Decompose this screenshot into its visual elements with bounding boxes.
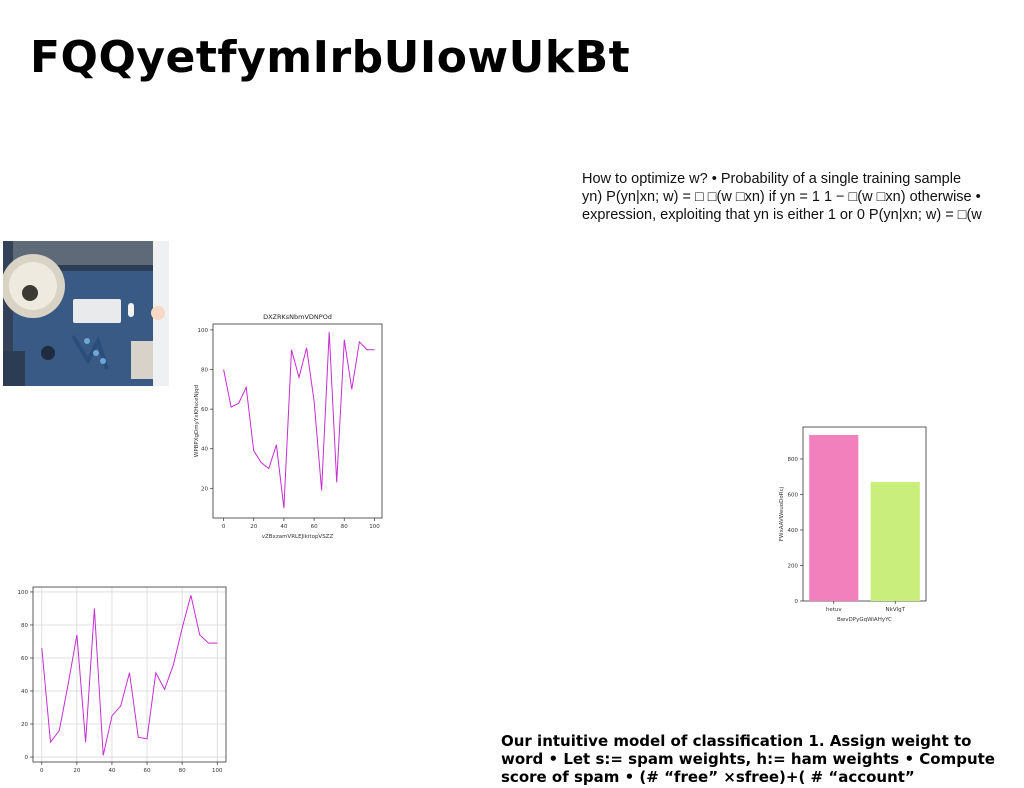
chart-title: DXZRKsNbmVDNPOd <box>263 313 332 321</box>
bottom-line: Our intuitive model of classification 1.… <box>501 732 972 750</box>
bottom-line: score of spam • (# “free” ×sfree)+( # “a… <box>501 768 915 786</box>
bar-chart: hetuv NkVlgT 0 200 400 600 800 BwvDPyGqWiAHyYC F… <box>779 426 927 623</box>
desk-lamp-keyboard-photo-icon <box>3 241 169 386</box>
x-tick-label: 0 <box>40 768 44 774</box>
x-tick-label: 60 <box>311 524 318 530</box>
y-tick-label: 100 <box>18 590 29 596</box>
line-chart-1: 0 20 40 60 80 100 20 40 60 80 100 DXZRKsNbmVDNPOd vZ… <box>194 313 383 540</box>
y-axis-label: FWxAAVWeuoDoRcj <box>779 486 785 541</box>
y-tick-label: 40 <box>21 689 28 695</box>
x-tick-label: 20 <box>73 768 80 774</box>
series-line <box>223 331 375 509</box>
y-tick-label: 20 <box>21 722 28 728</box>
x-tick-label: 80 <box>341 524 348 530</box>
y-tick-label: 400 <box>788 528 799 534</box>
x-axis-label: vZBxzamVRLEJikitopVSZZ <box>262 534 334 540</box>
x-tick-label: 100 <box>212 768 223 774</box>
slide-title: FQQyetfymIrbUIowUkBt <box>30 32 631 83</box>
plot-frame <box>212 323 383 519</box>
body-line: How to optimize w? • Probability of a si… <box>582 171 962 187</box>
y-tick-label: 0 <box>795 599 799 605</box>
x-tick-label: 100 <box>369 524 380 530</box>
y-tick-label: 0 <box>25 755 29 761</box>
series-line <box>41 595 218 756</box>
x-tick-label: 80 <box>179 768 186 774</box>
plot-frame <box>802 426 927 602</box>
bottom-line: word • Let s:= spam weights, h:= ham wei… <box>501 750 995 768</box>
y-tick-label: 100 <box>198 328 209 334</box>
y-tick-label: 600 <box>788 492 799 498</box>
y-tick-label: 60 <box>21 656 28 662</box>
x-tick-label: 20 <box>250 524 257 530</box>
desk-photo <box>3 241 169 386</box>
bar <box>809 434 859 601</box>
plot-frame <box>32 586 227 763</box>
x-tick-label: 40 <box>280 524 287 530</box>
body-line: expression, exploiting that yn is either… <box>582 207 982 223</box>
bar <box>870 482 920 601</box>
bottom-text: Our intuitive model of classification 1.… <box>501 732 1024 786</box>
x-axis-label: BwvDPyGqWiAHyYC <box>837 617 892 623</box>
y-tick-label: 60 <box>201 407 208 413</box>
y-tick-label: 80 <box>201 368 208 374</box>
y-tick-label: 20 <box>201 486 208 492</box>
x-tick-label: hetuv <box>826 607 843 613</box>
x-tick-label: 0 <box>222 524 226 530</box>
y-tick-label: 40 <box>201 447 208 453</box>
body-line: yn) P(yn|xn; w) = □ □(w □xn) if yn = 1 1… <box>582 189 981 205</box>
y-axis-label: WPBPXgDmyYxKHsceNjqd <box>194 385 200 457</box>
y-tick-label: 200 <box>788 563 799 569</box>
y-tick-label: 80 <box>21 623 28 629</box>
y-tick-label: 800 <box>788 457 799 463</box>
x-tick-label: 40 <box>108 768 115 774</box>
x-tick-label: 60 <box>144 768 151 774</box>
line-chart-2: 0 20 40 60 80 100 0 20 40 60 80 100 <box>18 586 227 774</box>
body-text: How to optimize w? • Probability of a si… <box>582 170 1024 224</box>
x-tick-label: NkVlgT <box>886 607 906 613</box>
